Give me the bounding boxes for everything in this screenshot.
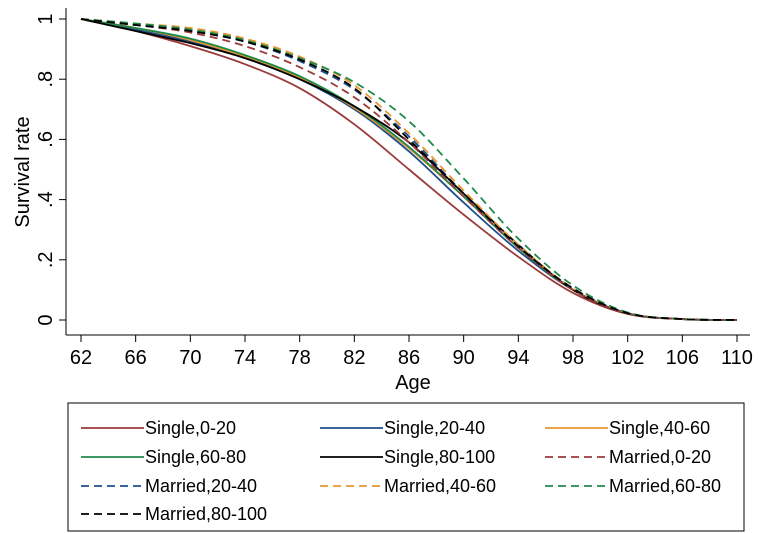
y-tick-label: .2 <box>35 251 57 268</box>
legend-box <box>67 402 745 532</box>
x-tick-label: 78 <box>289 347 311 369</box>
legend-items: Single,0-20 Single,20-40 Single,40-60 Singl… <box>81 418 721 524</box>
x-tick-label: 70 <box>179 347 201 369</box>
legend-label: Married,0-20 <box>609 447 711 467</box>
series-layer <box>80 18 738 321</box>
legend-label: Married,80-100 <box>145 504 267 524</box>
y-axis-title: Survival rate <box>12 116 34 227</box>
legend: Single,0-20 Single,20-40 Single,40-60 Singl… <box>67 402 745 532</box>
legend-label: Married,60-80 <box>609 476 721 496</box>
x-tick-label: 86 <box>398 347 420 369</box>
legend-label: Married,40-60 <box>384 476 496 496</box>
y-ticks: 0 .2 .4 .6 .8 1 <box>35 13 66 326</box>
x-ticks: 62 66 70 74 78 82 86 90 94 98 102 106 110 <box>70 335 753 369</box>
y-tick-label: 0 <box>35 314 57 325</box>
x-tick-label: 94 <box>507 347 529 369</box>
x-tick-label: 66 <box>125 347 147 369</box>
x-axis-title: Age <box>395 372 431 394</box>
legend-label: Single,80-100 <box>384 447 495 467</box>
x-tick-label: 102 <box>611 347 644 369</box>
x-tick-label: 98 <box>562 347 584 369</box>
x-tick-label: 82 <box>343 347 365 369</box>
legend-label: Single,60-80 <box>145 447 246 467</box>
series-line-1 <box>80 18 738 321</box>
x-tick-label: 62 <box>70 347 92 369</box>
legend-label: Single,0-20 <box>145 418 236 438</box>
y-tick-label: .6 <box>35 131 57 148</box>
x-tick-label: 90 <box>453 347 475 369</box>
legend-label: Married,20-40 <box>145 476 257 496</box>
x-tick-label: 74 <box>234 347 256 369</box>
y-tick-label: .8 <box>35 71 57 88</box>
series-line-10 <box>80 18 738 321</box>
legend-label: Single,40-60 <box>609 418 710 438</box>
x-tick-label: 106 <box>666 347 699 369</box>
y-tick-label: 1 <box>35 13 57 24</box>
x-tick-label: 110 <box>721 347 753 369</box>
legend-label: Single,20-40 <box>384 418 485 438</box>
y-tick-label: .4 <box>35 191 57 208</box>
plot-area: 62 66 70 74 78 82 86 90 94 98 102 106 110 0 .2 .4 .6 .8 1… <box>12 8 753 394</box>
